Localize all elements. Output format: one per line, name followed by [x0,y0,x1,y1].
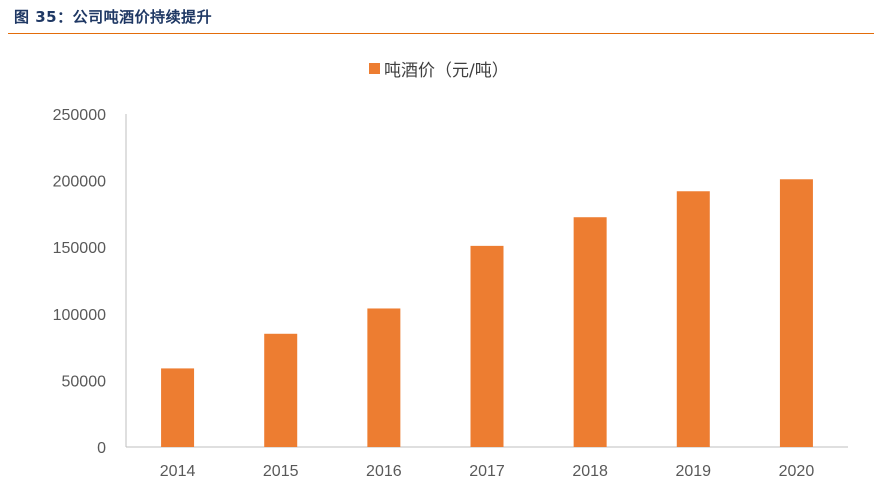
bar-2018 [573,217,607,447]
bar-2016 [367,308,401,447]
legend-label: 吨酒价（元/吨） [384,61,509,81]
bar-2019 [676,191,710,447]
x-axis: 2014 2015 2016 2017 2018 2019 2020 [126,446,848,480]
y-axis: 0 50000 100000 150000 200000 250000 [53,107,127,457]
y-tick-label: 0 [97,440,106,457]
bar-series [161,179,813,447]
x-tick-label: 2018 [572,463,608,480]
y-tick-label: 200000 [53,174,106,191]
y-tick-label: 100000 [53,307,106,324]
title-divider [8,33,874,34]
figure-title: 图 35：公司吨酒价持续提升 [14,8,213,26]
x-tick-label: 2014 [160,463,196,480]
x-tick-label: 2016 [366,463,402,480]
chart-legend: 吨酒价（元/吨） [369,61,509,81]
x-tick-label: 2017 [469,463,505,480]
x-tick-label: 2019 [675,463,711,480]
y-tick-label: 250000 [53,107,106,124]
legend-swatch [369,63,380,74]
bar-2014 [161,368,195,447]
bar-2020 [779,179,813,447]
y-tick-label: 50000 [62,373,107,390]
x-tick-label: 2015 [263,463,299,480]
bar-2015 [264,333,298,447]
x-tick-label: 2020 [779,463,815,480]
y-tick-label: 150000 [53,240,106,257]
bar-2017 [470,245,504,447]
